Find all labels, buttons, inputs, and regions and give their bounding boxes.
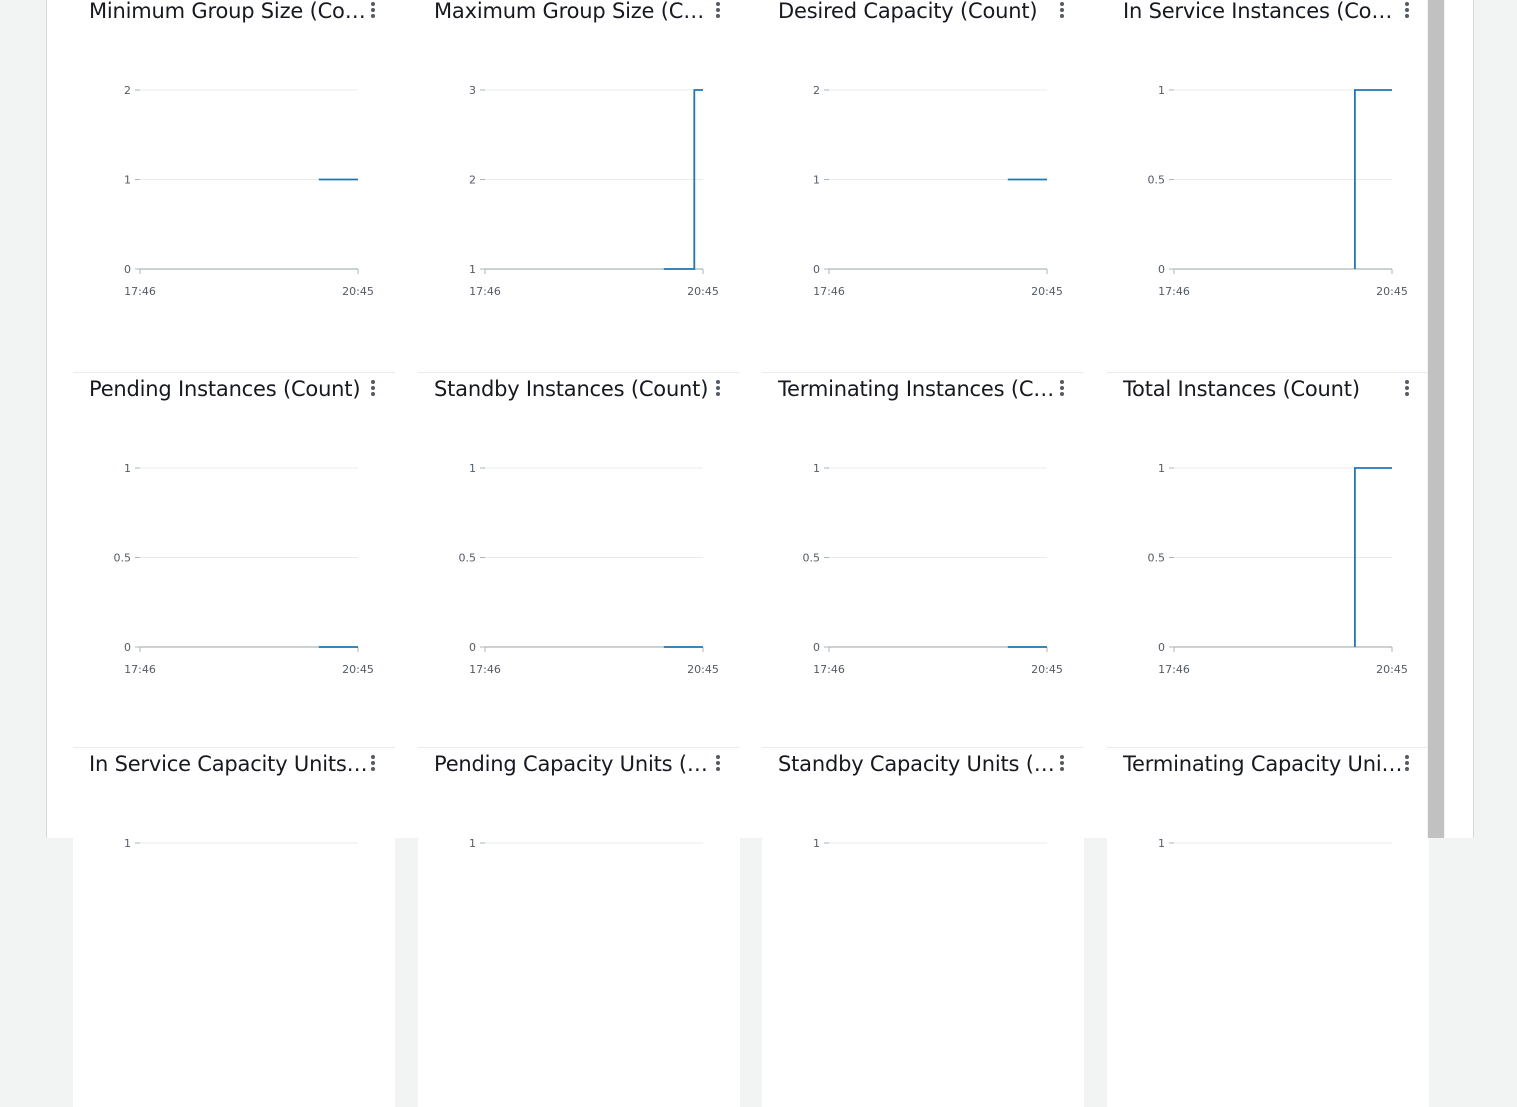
x-tick-label: 20:45 — [1031, 663, 1063, 676]
series-line[interactable] — [1353, 467, 1392, 647]
metric-chart: 1 — [813, 837, 1047, 850]
metric-chart: 1 0.5 0 17:46 20:45 — [459, 462, 719, 676]
metric-chart: 1 — [124, 837, 358, 850]
widget-menu-button[interactable] — [1056, 2, 1068, 22]
y-tick-label: 1 — [1158, 84, 1165, 97]
x-tick-label: 17:46 — [813, 663, 845, 676]
widget-menu-button[interactable] — [712, 380, 724, 400]
x-tick-label: 17:46 — [469, 663, 501, 676]
metric-widget: Terminating Instances (Count) 1 0.5 0 17:46 2… — [762, 372, 1084, 732]
metric-chart: 1 0.5 0 17:46 20:45 — [114, 462, 374, 676]
metric-chart: 2 1 0 17:46 20:45 — [813, 84, 1063, 298]
metric-widget: Pending Capacity Units (Count)1 — [418, 747, 740, 1107]
x-tick-label: 20:45 — [1376, 663, 1408, 676]
widget-divider — [73, 372, 395, 373]
y-tick-label: 1 — [124, 174, 131, 187]
metric-chart: 1 0.5 0 17:46 20:45 — [803, 462, 1063, 676]
metric-widget: Standby Instances (Count) 1 0.5 0 17:46 20:45 — [418, 372, 740, 732]
x-tick-label: 17:46 — [124, 663, 156, 676]
x-tick-label: 20:45 — [1376, 285, 1408, 298]
metric-widget: Terminating Capacity Units (Count)1 — [1107, 747, 1429, 1107]
y-tick-label: 0.5 — [459, 552, 477, 565]
y-tick-label: 0.5 — [1148, 174, 1166, 187]
widget-menu-button[interactable] — [367, 380, 379, 400]
widget-menu-button[interactable] — [367, 2, 379, 22]
x-tick-label: 20:45 — [687, 285, 719, 298]
metric-chart: 1 — [469, 837, 703, 850]
widget-menu-button[interactable] — [1056, 755, 1068, 775]
y-tick-label: 0 — [124, 641, 131, 654]
y-tick-label: 1 — [813, 462, 820, 475]
y-tick-label: 1 — [469, 837, 476, 850]
metric-widget: In Service Instances (Count) 1 0.5 0 17:46 20… — [1107, 0, 1429, 354]
metric-widget: Standby Capacity Units (Count)1 — [762, 747, 1084, 1107]
y-tick-label: 1 — [1158, 462, 1165, 475]
y-tick-label: 1 — [813, 174, 820, 187]
widget-divider — [762, 747, 1084, 748]
metric-widget: Total Instances (Count) 1 0.5 0 17:46 20:45 — [1107, 372, 1429, 732]
y-tick-label: 0.5 — [1148, 552, 1166, 565]
series-line[interactable] — [1353, 89, 1392, 269]
y-tick-label: 0.5 — [114, 552, 132, 565]
metric-widget: Minimum Group Size (Count) 2 1 0 17:46 20:45 — [73, 0, 395, 354]
widget-divider — [418, 747, 740, 748]
y-tick-label: 1 — [469, 462, 476, 475]
metric-chart: 1 — [1158, 837, 1392, 850]
x-tick-label: 20:45 — [342, 663, 374, 676]
widget-menu-button[interactable] — [367, 755, 379, 775]
x-tick-label: 17:46 — [469, 285, 501, 298]
y-tick-label: 0 — [124, 263, 131, 276]
widget-menu-button[interactable] — [1056, 380, 1068, 400]
y-tick-label: 0 — [813, 641, 820, 654]
metric-widget: Maximum Group Size (Count) 3 2 1 17:46 20:45 — [418, 0, 740, 354]
y-tick-label: 2 — [124, 84, 131, 97]
metric-widget: In Service Capacity Units (Count)1 — [73, 747, 395, 1107]
y-tick-label: 0.5 — [803, 552, 821, 565]
widget-menu-button[interactable] — [1401, 2, 1413, 22]
widget-divider — [1107, 372, 1429, 373]
metric-widget: Desired Capacity (Count) 2 1 0 17:46 20:45 — [762, 0, 1084, 354]
y-tick-label: 1 — [124, 462, 131, 475]
widget-menu-button[interactable] — [1401, 755, 1413, 775]
x-tick-label: 20:45 — [342, 285, 374, 298]
widget-divider — [73, 747, 395, 748]
x-tick-label: 17:46 — [813, 285, 845, 298]
widget-divider — [762, 372, 1084, 373]
y-tick-label: 0 — [1158, 641, 1165, 654]
widget-menu-button[interactable] — [1401, 380, 1413, 400]
widget-menu-button[interactable] — [712, 755, 724, 775]
y-tick-label: 0 — [469, 641, 476, 654]
y-tick-label: 2 — [813, 84, 820, 97]
y-tick-label: 1 — [1158, 837, 1165, 850]
y-tick-label: 2 — [469, 174, 476, 187]
y-tick-label: 1 — [469, 263, 476, 276]
series-line[interactable] — [663, 89, 703, 270]
widget-divider — [1107, 747, 1429, 748]
metric-chart: 2 1 0 17:46 20:45 — [124, 84, 374, 298]
metric-chart: 1 0.5 0 17:46 20:45 — [1148, 84, 1408, 298]
metric-chart: 3 2 1 17:46 20:45 — [469, 84, 719, 298]
y-tick-label: 0 — [1158, 263, 1165, 276]
scrollbar-thumb[interactable] — [1428, 0, 1444, 838]
x-tick-label: 17:46 — [1158, 663, 1190, 676]
y-tick-label: 3 — [469, 84, 476, 97]
widget-menu-button[interactable] — [712, 2, 724, 22]
y-tick-label: 1 — [813, 837, 820, 850]
x-tick-label: 17:46 — [1158, 285, 1190, 298]
metric-widget: Pending Instances (Count) 1 0.5 0 17:46 20:45 — [73, 372, 395, 732]
metric-chart: 1 0.5 0 17:46 20:45 — [1148, 462, 1408, 676]
y-tick-label: 1 — [124, 837, 131, 850]
x-tick-label: 17:46 — [124, 285, 156, 298]
widget-divider — [418, 372, 740, 373]
x-tick-label: 20:45 — [687, 663, 719, 676]
y-tick-label: 0 — [813, 263, 820, 276]
x-tick-label: 20:45 — [1031, 285, 1063, 298]
